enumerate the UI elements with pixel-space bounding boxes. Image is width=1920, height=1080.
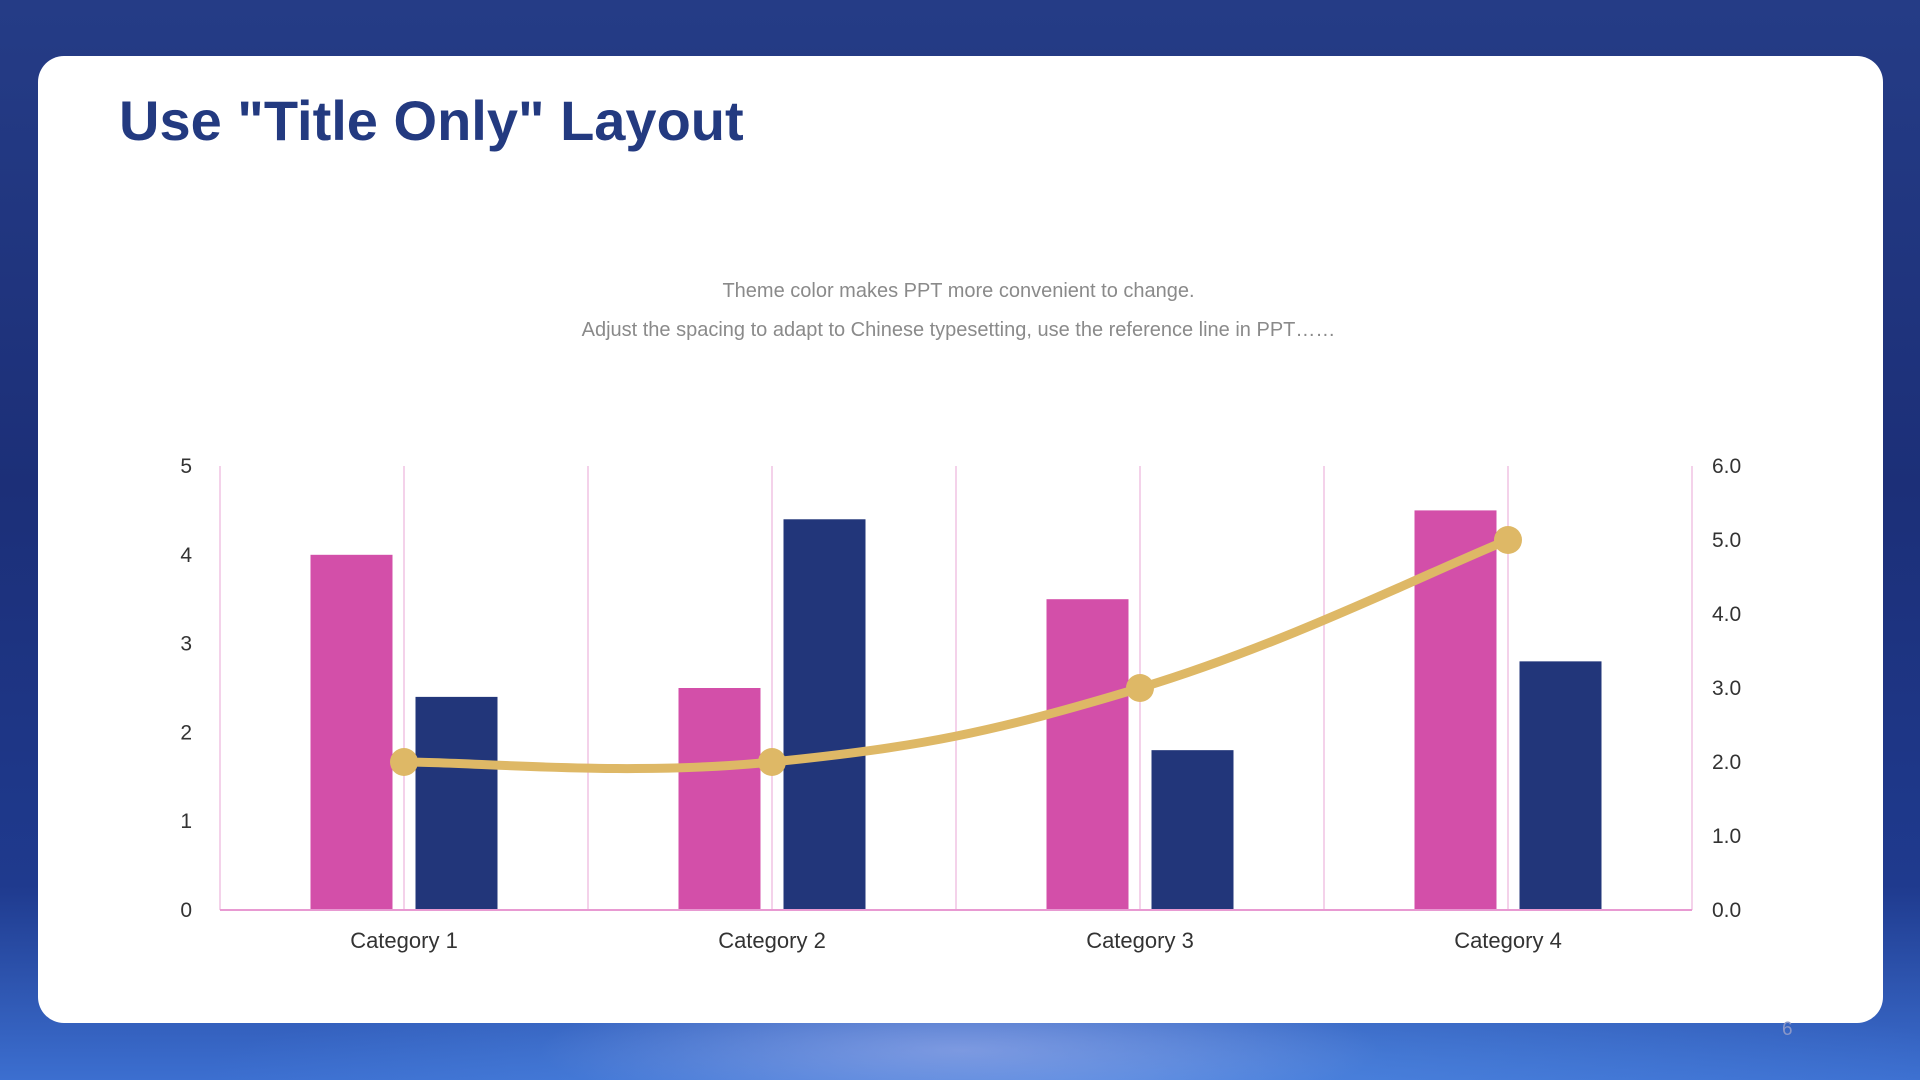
- bar-series-2-category-3: [1151, 750, 1234, 910]
- page-number: 6: [1782, 1019, 1793, 1040]
- x-tick-label: Category 1: [350, 928, 458, 953]
- subtitle-line-1: Theme color makes PPT more convenient to…: [722, 280, 1195, 302]
- y-right-tick-label: 2.0: [1712, 751, 1741, 774]
- y-left-tick-label: 5: [180, 455, 192, 478]
- y-left-tick-label: 0: [180, 899, 192, 922]
- bar-series-1-category-4: [1414, 510, 1497, 910]
- y-right-tick-label: 6.0: [1712, 455, 1741, 478]
- subtitle-line-2: Adjust the spacing to adapt to Chinese t…: [581, 319, 1336, 341]
- y-right-tick-label: 1.0: [1712, 825, 1741, 848]
- line-series-1: [399, 535, 1513, 774]
- y-left-tick-label: 3: [180, 633, 192, 656]
- x-tick-label: Category 2: [718, 928, 826, 953]
- y-left-tick-label: 2: [180, 721, 192, 744]
- x-tick-label: Category 3: [1086, 928, 1194, 953]
- bar-series-1-category-3: [1046, 599, 1129, 910]
- bar-series-1-category-2: [678, 688, 761, 910]
- bar-series-2-category-2: [783, 519, 866, 910]
- y-right-tick-label: 3.0: [1712, 677, 1741, 700]
- bar-series-1-category-1: [310, 554, 393, 910]
- line-point-category-3: [1126, 674, 1154, 702]
- y-right-tick-label: 5.0: [1712, 529, 1741, 552]
- x-tick-label: Category 4: [1454, 928, 1562, 953]
- line-point-category-1: [390, 748, 418, 776]
- bar-series-2-category-1: [415, 696, 498, 910]
- y-left-tick-label: 1: [180, 810, 192, 833]
- line-point-category-2: [758, 748, 786, 776]
- y-right-tick-label: 4.0: [1712, 603, 1741, 626]
- slide-title: Use "Title Only" Layout: [119, 89, 744, 152]
- y-left-tick-label: 4: [180, 544, 192, 567]
- line-point-category-4: [1494, 526, 1522, 554]
- y-right-tick-label: 0.0: [1712, 899, 1741, 922]
- bar-series-2-category-4: [1519, 661, 1602, 910]
